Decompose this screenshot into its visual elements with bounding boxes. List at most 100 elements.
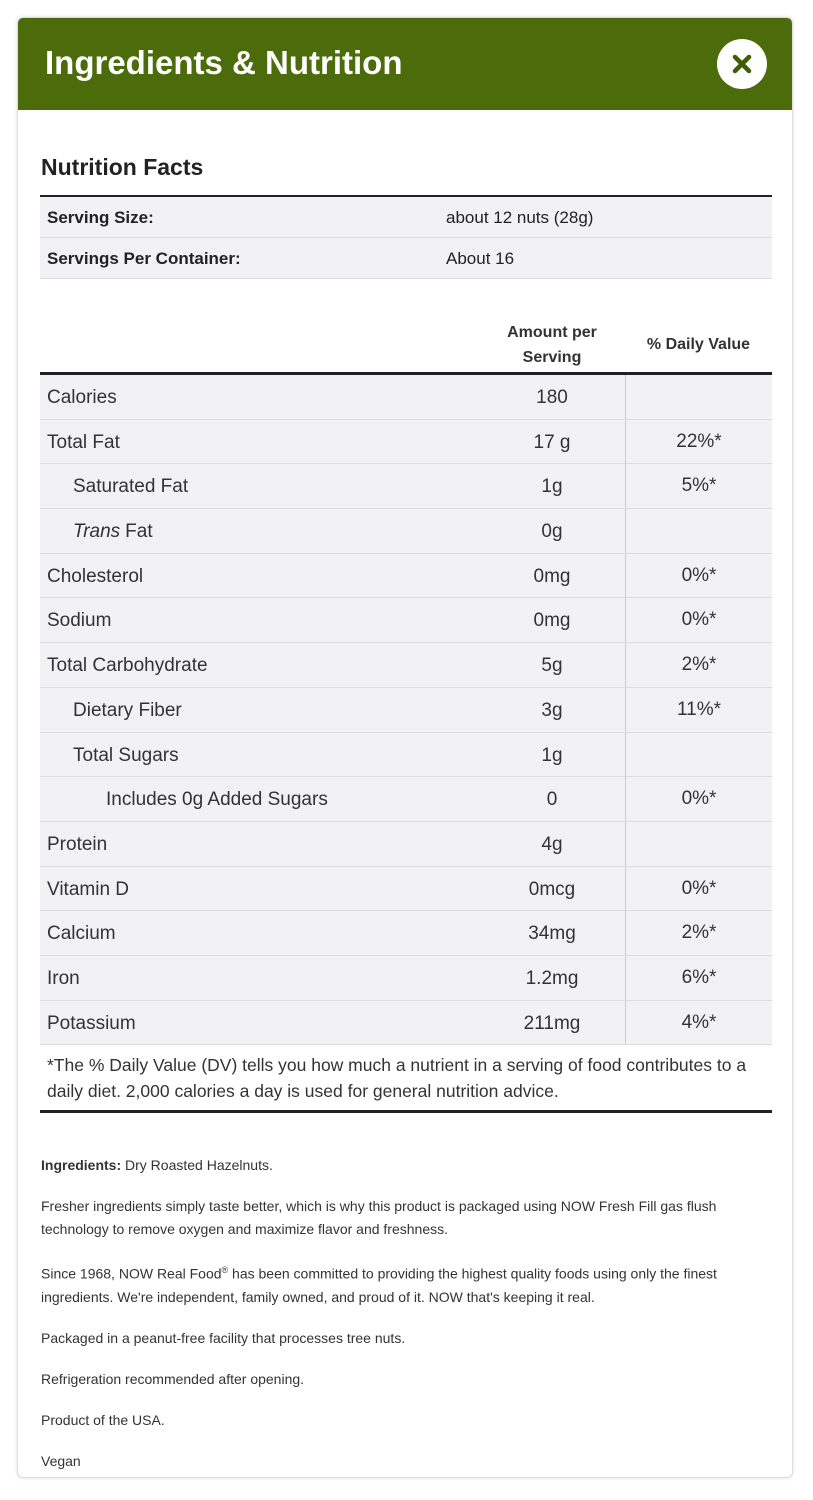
close-button[interactable] [717, 39, 767, 89]
daily-value: 0%* [625, 553, 772, 598]
daily-value [625, 821, 772, 866]
nutrient-row: Calories 180 [40, 375, 772, 420]
serving-value: About 16 [446, 249, 515, 268]
nutrient-label: Dietary Fiber [73, 699, 182, 721]
amount: 34mg [528, 923, 576, 945]
nutrient-label: Calories [47, 387, 117, 408]
amount: 1.2mg [525, 967, 579, 989]
serving-row: Serving Size: about 12 nuts (28g) [40, 197, 772, 238]
daily-value: 0%* [625, 777, 772, 822]
column-header: Amount per Serving % Daily Value [40, 315, 772, 375]
amount: 0mcg [528, 878, 576, 900]
nutrient-label: Cholesterol [47, 565, 144, 587]
nutrient-label: Iron [47, 967, 80, 989]
nutrient-row: Sodium 0mg 0%* [40, 598, 772, 644]
amount: 0mg [533, 565, 571, 587]
ingredients: Ingredients: Dry Roasted Hazelnuts. [41, 1154, 771, 1177]
nutrient-row: Total Fat 17 g 22%* [40, 419, 772, 465]
nutrient-emphasis: Trans [73, 521, 121, 543]
amount: 5g [541, 655, 563, 677]
superscript: ® [221, 1265, 229, 1275]
label: Ingredients: [41, 1157, 122, 1173]
modal: Ingredients & Nutrition Nutrition Facts … [17, 17, 793, 1478]
nutrition-table: Calories 180 Total Fat 17 g 22%* Saturated Fa… [40, 375, 772, 1046]
text: Packaged in a peanut-free facility that … [41, 1329, 406, 1346]
serving-row: Servings Per Container: About 16 [40, 238, 772, 279]
section-title: Nutrition Facts [41, 154, 204, 180]
text: Product of the USA. [41, 1411, 165, 1428]
nutrient-label: Saturated Fat [73, 476, 189, 498]
nutrient-label: Fat [125, 521, 153, 543]
modal-title: Ingredients & Nutrition [45, 44, 403, 81]
daily-value: 4%* [625, 1000, 772, 1045]
modal-header: Ingredients & Nutrition [18, 18, 792, 110]
daily-value: 11%* [625, 687, 772, 732]
nutrient-row: Dietary Fiber 3g 11%* [40, 687, 772, 733]
nutrient-label: Sodium [47, 610, 112, 632]
amount: 1g [541, 744, 563, 766]
amount: 180 [536, 387, 568, 408]
nutrient-label: Total Carbohydrate [47, 655, 208, 677]
serving-table: Serving Size: about 12 nuts (28g) Servings… [40, 195, 772, 279]
nutrient-row: Saturated Fat 1g 5%* [40, 464, 772, 510]
nutrient-label: Protein [47, 833, 108, 855]
nutrient-label: Potassium [47, 1012, 136, 1034]
nutrient-name: Total Sugars [73, 745, 179, 767]
nutrient-row: Calcium 34mg 2%* [40, 911, 772, 956]
serving-label: Serving Size: [47, 208, 154, 227]
nutrient-label: Total Sugars [73, 744, 179, 766]
daily-value: 2%* [625, 643, 772, 688]
text: Fresher ingredients simply taste better,… [41, 1198, 717, 1237]
amount: 17 g [533, 431, 571, 453]
paragraph: Refrigeration recommended after opening. [41, 1368, 771, 1391]
paragraph: Fresher ingredients simply taste better,… [41, 1195, 771, 1241]
nutrient-name: Trans Fat [73, 521, 153, 543]
nutrient-name: Total Carbohydrate [47, 655, 208, 677]
text: Vegan [41, 1452, 81, 1469]
amount: 0mg [533, 610, 571, 632]
daily-value: 0%* [625, 598, 772, 643]
serving-label: Servings Per Container: [47, 249, 241, 268]
nutrient-row: Iron 1.2mg 6%* [40, 955, 772, 1001]
nutrient-label: Calcium [47, 923, 116, 945]
amount: 4g [541, 833, 563, 855]
nutrient-label: Vitamin D [47, 878, 130, 900]
amount: 0 [546, 789, 558, 811]
details: Ingredients: Dry Roasted Hazelnuts. Fres… [41, 1154, 771, 1477]
daily-value: 2%* [625, 911, 772, 956]
paragraph: Packaged in a peanut-free facility that … [41, 1327, 771, 1350]
amount: 211mg [523, 1012, 581, 1034]
nutrient-row: Total Carbohydrate 5g 2%* [40, 643, 772, 688]
nutrient-name: Sodium [47, 610, 111, 632]
nutrient-name: Cholesterol [47, 566, 143, 588]
amount: 3g [541, 699, 563, 721]
nutrient-name: Potassium [47, 1013, 136, 1035]
nutrient-name: Total Fat [47, 432, 120, 454]
paragraph: Product of the USA. [41, 1409, 771, 1432]
footnote: *The % Daily Value (DV) tells you how mu… [40, 1045, 772, 1113]
text: Dry Roasted Hazelnuts. [125, 1157, 273, 1173]
nutrient-name: Calories [47, 387, 117, 409]
daily-value [625, 509, 772, 554]
nutrient-row: Total Sugars 1g [40, 732, 772, 778]
nutrient-name: Protein [47, 834, 107, 856]
nutrient-row: Includes 0g Added Sugars 0 0%* [40, 777, 772, 822]
daily-value: 6%* [625, 955, 772, 1000]
text: has been committed to providing the high… [41, 1265, 717, 1305]
column-title: Amount per Serving [507, 324, 597, 366]
nutrient-name: Saturated Fat [73, 476, 188, 498]
column-title: % Daily Value [646, 336, 751, 353]
nutrient-name: Dietary Fiber [73, 700, 182, 722]
nutrient-row: Trans Fat 0g [40, 509, 772, 554]
nutrient-row: Cholesterol 0mg 0%* [40, 553, 772, 599]
amount: 0g [541, 521, 563, 543]
paragraph: Vegan [41, 1450, 771, 1473]
nutrient-row: Vitamin D 0mcg 0%* [40, 866, 772, 912]
nutrient-label: Includes 0g Added Sugars [106, 789, 328, 811]
daily-value: 0%* [625, 866, 772, 911]
nutrient-row: Protein 4g [40, 821, 772, 867]
daily-value: 22%* [625, 419, 772, 464]
daily-value: 5%* [625, 464, 772, 509]
text: Refrigeration recommended after opening. [41, 1370, 305, 1387]
